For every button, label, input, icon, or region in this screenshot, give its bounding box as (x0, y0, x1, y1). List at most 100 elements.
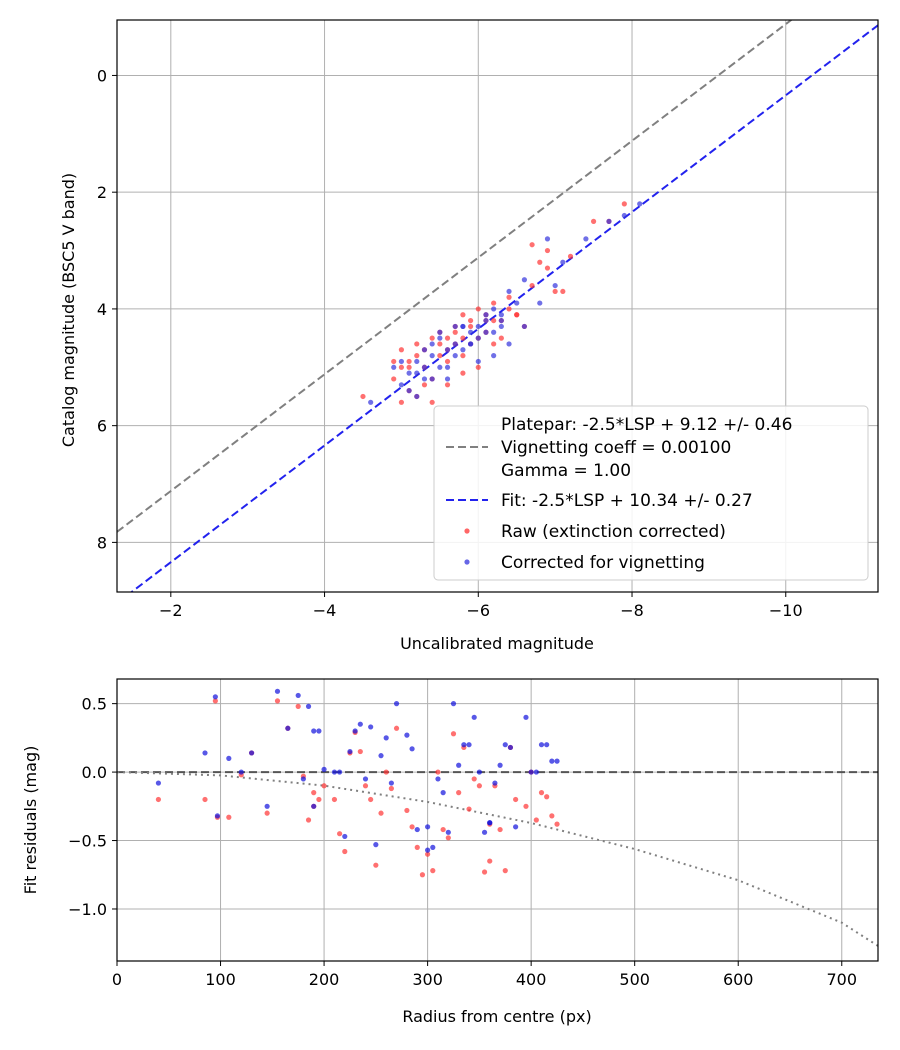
corrected-point (552, 282, 558, 289)
bottom-plot-panel: 0 100 200 300 400 500 600 700 0.5 0.0 −0.5 −1.0 Rad… (21, 678, 879, 1026)
corrected-point (492, 780, 498, 786)
y-tick-label: −0.5 (68, 832, 107, 851)
top-plot-panel: −2 −4 −6 −8 −10 0 2 4 6 8 Platepar: -2.5*LSP + 9.… (59, 19, 879, 653)
corrected-point (429, 341, 435, 347)
corrected-point (452, 323, 458, 330)
raw-point (406, 358, 412, 365)
corrected-point (523, 714, 529, 720)
raw-point (456, 790, 462, 796)
raw-point (475, 364, 481, 370)
top-scatter-points (360, 201, 643, 405)
corrected-point (337, 769, 343, 775)
corrected-point (285, 725, 291, 731)
corrected-point (316, 728, 322, 734)
corrected-point (606, 218, 612, 224)
corrected-point (202, 750, 208, 756)
raw-point (212, 698, 218, 704)
corrected-point (214, 813, 221, 819)
corrected-point (497, 762, 503, 768)
corrected-point (429, 353, 435, 359)
raw-point (537, 259, 543, 265)
legend-entry-fit: Fit: -2.5*LSP + 10.34 +/- 0.27 (501, 491, 753, 511)
corrected-point (435, 776, 441, 782)
corrected-point (425, 824, 431, 830)
legend-entry-vignetting: Vignetting coeff = 0.00100 (501, 438, 731, 458)
bottom-plot-frame (116, 678, 879, 962)
corrected-point (437, 364, 443, 370)
corrected-point (414, 358, 420, 365)
raw-point (378, 810, 384, 816)
raw-point (491, 317, 497, 324)
legend-entry-corrected: Corrected for vignetting (501, 553, 705, 573)
raw-point (466, 806, 472, 812)
corrected-point (621, 212, 627, 219)
corrected-point (491, 353, 497, 359)
corrected-point (456, 762, 462, 768)
x-tick-label: 700 (826, 970, 857, 989)
corrected-point (476, 769, 482, 775)
corrected-point (506, 341, 512, 347)
corrected-point (460, 323, 466, 330)
corrected-point (467, 341, 474, 347)
bottom-plot-background (117, 679, 878, 961)
raw-point (538, 790, 545, 796)
corrected-point (342, 833, 348, 840)
raw-point (554, 821, 560, 827)
corrected-point (461, 742, 467, 748)
x-tick-label: 0 (112, 970, 122, 989)
raw-point (321, 783, 327, 789)
raw-point (425, 851, 431, 857)
raw-point (202, 796, 208, 803)
x-tick-label: 200 (309, 970, 340, 989)
x-tick-label: 100 (205, 970, 236, 989)
raw-point (342, 848, 348, 855)
corrected-point (388, 780, 394, 786)
corrected-point (437, 335, 443, 341)
top-plot-frame (116, 19, 879, 593)
raw-point (460, 312, 466, 318)
raw-point (444, 382, 451, 388)
raw-point (316, 796, 322, 803)
raw-point (506, 306, 512, 312)
corrected-point (414, 393, 420, 400)
raw-point (437, 341, 443, 347)
x-tick-label: −10 (769, 601, 803, 620)
corrected-point (421, 376, 428, 382)
corrected-point (331, 769, 338, 775)
raw-point (305, 817, 312, 823)
raw-point (360, 393, 366, 400)
raw-point (544, 247, 551, 254)
raw-point (467, 317, 474, 324)
corrected-point (498, 323, 504, 330)
y-tick-label: 0.5 (82, 695, 107, 714)
corrected-point (521, 277, 528, 283)
corrected-point (226, 755, 232, 761)
bottom-ticks: 0 100 200 300 400 500 600 700 0.5 0.0 −0.5 −1.0 (68, 695, 857, 989)
raw-point (362, 783, 369, 789)
raw-point (529, 282, 535, 289)
legend: Platepar: -2.5*LSP + 9.12 +/- 0.46 Vigne… (433, 405, 869, 581)
corrected-point (430, 844, 436, 850)
corrected-point (391, 364, 397, 370)
raw-point (529, 242, 535, 248)
corrected-point (311, 803, 317, 809)
corrected-point (450, 701, 457, 707)
corrected-point (483, 317, 489, 324)
corrected-point (362, 776, 369, 782)
corrected-point (368, 399, 374, 405)
raw-point (393, 725, 400, 731)
corrected-point (212, 694, 218, 700)
corrected-point (321, 766, 327, 772)
raw-point (264, 810, 270, 816)
raw-point (513, 796, 519, 803)
raw-point (460, 370, 466, 376)
corrected-point (452, 341, 458, 347)
corrected-point (414, 370, 420, 376)
y-tick-label: 0 (97, 66, 107, 85)
raw-point (430, 868, 436, 874)
raw-point (450, 731, 457, 737)
raw-point (523, 803, 529, 809)
corrected-point (544, 742, 550, 748)
y-tick-label: 0.0 (82, 763, 107, 782)
legend-entry-gamma: Gamma = 1.00 (501, 461, 631, 481)
